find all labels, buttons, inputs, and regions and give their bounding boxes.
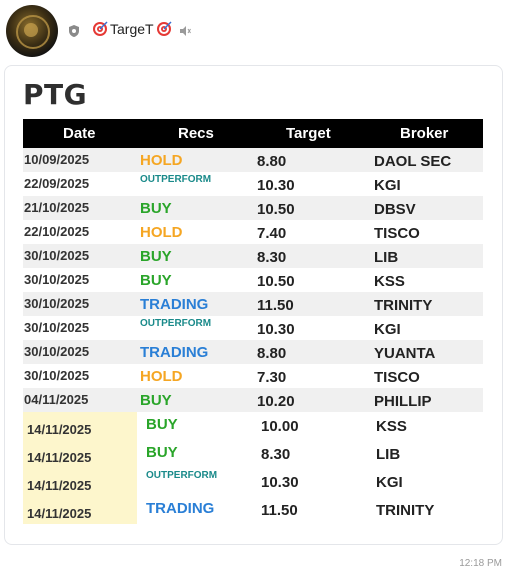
row-date: 30/10/2025 bbox=[24, 296, 90, 311]
row-date: 30/10/2025 bbox=[24, 272, 90, 287]
row-date: 30/10/2025 bbox=[24, 344, 90, 359]
column-header-date: Date bbox=[63, 125, 96, 142]
row-broker: YUANTA bbox=[374, 345, 436, 362]
row-broker: KGI bbox=[374, 177, 401, 194]
row-target: 8.30 bbox=[257, 249, 287, 266]
row-recommendation: BUY bbox=[140, 272, 172, 289]
chat-header: TargeT bbox=[0, 0, 508, 62]
row-date: 14/11/2025 bbox=[27, 422, 92, 437]
table-row: 30/10/2025 TRADING 11.50 TRINITY bbox=[23, 292, 483, 316]
column-header-broker: Broker bbox=[400, 125, 449, 142]
row-date: 14/11/2025 bbox=[27, 506, 92, 521]
row-broker: KGI bbox=[376, 474, 403, 491]
table-row: 14/11/2025 BUY 8.30 LIB bbox=[23, 440, 483, 468]
row-broker: KGI bbox=[374, 321, 401, 338]
message-timestamp: 12:18 PM bbox=[459, 558, 502, 569]
row-target: 10.30 bbox=[261, 474, 299, 491]
table-row: 14/11/2025 BUY 10.00 KSS bbox=[23, 412, 483, 440]
table-row: 14/11/2025 OUTPERFORM 10.30 KGI bbox=[23, 468, 483, 496]
avatar-ring bbox=[16, 15, 50, 49]
row-recommendation: OUTPERFORM bbox=[140, 174, 212, 185]
table-row: 30/10/2025 HOLD 7.30 TISCO bbox=[23, 364, 483, 388]
row-broker: TRINITY bbox=[376, 502, 435, 519]
page-title: PTG bbox=[23, 78, 88, 111]
row-date: 30/10/2025 bbox=[24, 368, 90, 383]
row-target: 7.30 bbox=[257, 369, 287, 386]
row-date: 22/10/2025 bbox=[24, 224, 90, 239]
row-recommendation: HOLD bbox=[140, 152, 183, 169]
row-broker: DAOL SEC bbox=[374, 153, 452, 170]
shield-icon bbox=[69, 25, 79, 37]
row-date: 21/10/2025 bbox=[24, 200, 90, 215]
row-broker: TRINITY bbox=[374, 297, 433, 314]
table-row: 22/09/2025 OUTPERFORM 10.30 KGI bbox=[23, 172, 483, 196]
row-recommendation: TRADING bbox=[146, 500, 215, 517]
channel-avatar[interactable] bbox=[6, 5, 58, 57]
row-date: 30/10/2025 bbox=[24, 248, 90, 263]
row-target: 10.30 bbox=[257, 321, 295, 338]
row-target: 8.80 bbox=[257, 153, 287, 170]
table-row: 30/10/2025 TRADING 8.80 YUANTA bbox=[23, 340, 483, 364]
row-recommendation: BUY bbox=[146, 444, 178, 461]
date-highlight bbox=[23, 468, 137, 496]
row-recommendation: BUY bbox=[146, 416, 178, 433]
target-icon bbox=[93, 21, 108, 36]
row-target: 10.00 bbox=[261, 418, 299, 435]
table-row: 30/10/2025 OUTPERFORM 10.30 KGI bbox=[23, 316, 483, 340]
row-date: 30/10/2025 bbox=[24, 320, 90, 335]
row-date: 22/09/2025 bbox=[24, 176, 90, 191]
row-target: 10.30 bbox=[257, 177, 295, 194]
table-row: 04/11/2025 BUY 10.20 PHILLIP bbox=[23, 388, 483, 412]
row-recommendation: TRADING bbox=[140, 344, 209, 361]
row-broker: PHILLIP bbox=[374, 393, 432, 410]
row-recommendation: OUTPERFORM bbox=[140, 318, 212, 329]
row-recommendation: HOLD bbox=[140, 368, 183, 385]
table-row: 10/09/2025 HOLD 8.80 DAOL SEC bbox=[23, 148, 483, 172]
channel-name: TargeT bbox=[110, 21, 154, 37]
row-target: 10.20 bbox=[257, 393, 295, 410]
row-recommendation: TRADING bbox=[140, 296, 209, 313]
column-header-target: Target bbox=[286, 125, 331, 142]
table-row: 30/10/2025 BUY 8.30 LIB bbox=[23, 244, 483, 268]
row-broker: DBSV bbox=[374, 201, 416, 218]
speaker-muted-icon[interactable] bbox=[178, 24, 192, 38]
row-date: 10/09/2025 bbox=[24, 152, 90, 167]
date-highlight bbox=[23, 412, 137, 440]
column-header-recs: Recs bbox=[178, 125, 214, 142]
row-target: 7.40 bbox=[257, 225, 287, 242]
row-target: 8.30 bbox=[261, 446, 291, 463]
row-target: 11.50 bbox=[257, 297, 294, 314]
row-recommendation: BUY bbox=[140, 392, 172, 409]
row-target: 10.50 bbox=[257, 273, 295, 290]
avatar-center bbox=[24, 23, 38, 37]
target-icon bbox=[156, 21, 172, 36]
table-row: 21/10/2025 BUY 10.50 DBSV bbox=[23, 196, 483, 220]
row-broker: LIB bbox=[374, 249, 399, 266]
row-recommendation: BUY bbox=[140, 248, 172, 265]
row-target: 11.50 bbox=[261, 502, 298, 519]
date-highlight bbox=[23, 496, 137, 524]
row-broker: KSS bbox=[376, 418, 407, 435]
channel-name-row[interactable]: TargeT bbox=[92, 21, 172, 37]
table-header: Date Recs Target Broker bbox=[23, 119, 483, 148]
table-row: 30/10/2025 BUY 10.50 KSS bbox=[23, 268, 483, 292]
table-row: 14/11/2025 TRADING 11.50 TRINITY bbox=[23, 496, 483, 524]
row-broker: TISCO bbox=[374, 225, 420, 242]
row-recommendation: HOLD bbox=[140, 224, 183, 241]
row-date: 04/11/2025 bbox=[24, 392, 89, 407]
row-broker: LIB bbox=[376, 446, 401, 463]
row-broker: TISCO bbox=[374, 369, 420, 386]
row-recommendation: BUY bbox=[140, 200, 172, 217]
table-row: 22/10/2025 HOLD 7.40 TISCO bbox=[23, 220, 483, 244]
row-date: 14/11/2025 bbox=[27, 478, 92, 493]
row-date: 14/11/2025 bbox=[27, 450, 92, 465]
row-target: 8.80 bbox=[257, 345, 287, 362]
row-broker: KSS bbox=[374, 273, 405, 290]
row-recommendation: OUTPERFORM bbox=[146, 470, 218, 481]
row-target: 10.50 bbox=[257, 201, 295, 218]
date-highlight bbox=[23, 440, 137, 468]
